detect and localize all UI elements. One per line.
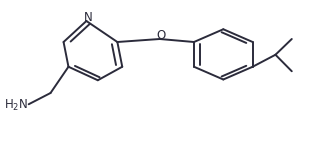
Text: N: N <box>84 11 92 24</box>
Text: H$_2$N: H$_2$N <box>4 98 28 112</box>
Text: O: O <box>156 29 165 42</box>
